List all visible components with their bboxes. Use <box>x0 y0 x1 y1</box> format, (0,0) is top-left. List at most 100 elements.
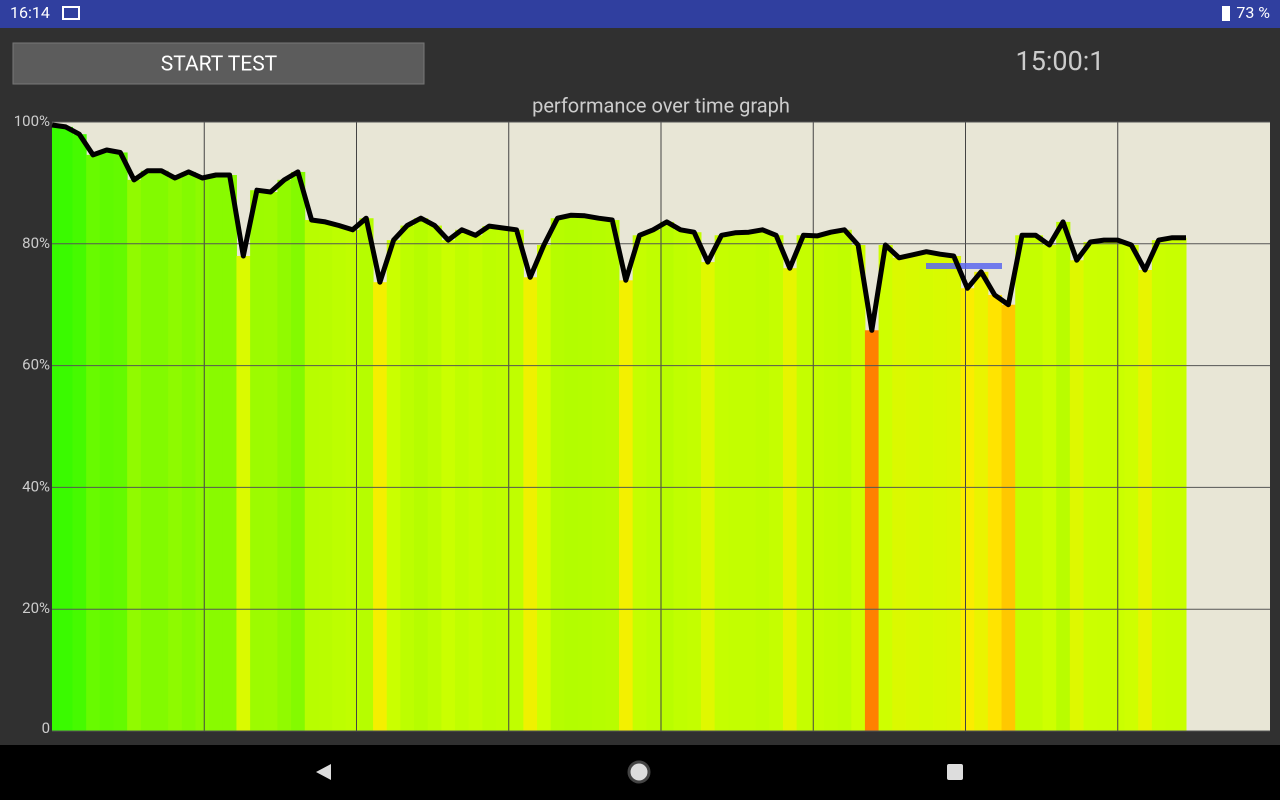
area-band <box>796 235 811 732</box>
y-tick-label: 60% <box>22 356 50 374</box>
start-test-button[interactable] <box>12 42 425 85</box>
area-band <box>1028 235 1044 732</box>
area-band <box>209 174 224 731</box>
battery-icon <box>1222 6 1230 21</box>
area-band <box>946 255 962 732</box>
area-band <box>1165 237 1180 731</box>
area-band <box>1001 304 1016 731</box>
area-band <box>1069 260 1085 731</box>
area-band <box>646 229 661 731</box>
area-band <box>509 229 524 731</box>
home-button[interactable] <box>627 760 651 784</box>
area-band <box>468 235 483 732</box>
area-band <box>700 262 716 731</box>
area-band <box>673 229 688 731</box>
status-bar <box>0 0 1280 28</box>
area-band <box>1124 245 1139 731</box>
area-band <box>277 179 292 732</box>
area-band <box>564 215 579 731</box>
chart-title: performance over time graph <box>532 93 790 117</box>
area-band <box>523 277 538 731</box>
area-band <box>427 225 442 731</box>
area-band <box>810 235 825 731</box>
performance-line <box>51 122 1186 333</box>
area-band <box>823 232 839 731</box>
area-band <box>714 235 729 732</box>
area-band <box>605 220 620 731</box>
area-band <box>537 245 552 731</box>
area-band <box>154 170 169 732</box>
y-tick-label: 80% <box>22 234 50 252</box>
area-band <box>864 330 880 731</box>
area-band <box>1097 240 1112 731</box>
area-band <box>782 268 798 731</box>
mail-icon <box>62 6 80 20</box>
y-tick-label: 100% <box>14 112 50 130</box>
area-band <box>892 257 907 731</box>
area-band <box>168 178 183 731</box>
area-band <box>987 294 1003 731</box>
area-band <box>755 229 770 731</box>
area-band <box>837 229 852 731</box>
area-band <box>291 171 306 732</box>
back-button[interactable] <box>316 764 331 780</box>
timer: 15:00:1 <box>1016 45 1105 77</box>
y-tick-label: 40% <box>22 477 50 495</box>
area-band <box>58 126 73 731</box>
area-band <box>482 226 497 732</box>
area-band <box>455 229 470 731</box>
area-band <box>250 190 265 731</box>
area-band <box>181 171 196 732</box>
area-band <box>400 225 415 731</box>
area-band <box>741 232 757 731</box>
area-band <box>905 254 921 731</box>
area-band <box>960 288 975 731</box>
area-band <box>769 235 784 732</box>
y-tick-label: 20% <box>22 599 50 617</box>
area-band <box>140 170 155 732</box>
area-band <box>496 227 511 731</box>
area-band <box>52 125 60 732</box>
area-band <box>373 282 388 731</box>
area-band <box>632 235 647 732</box>
recents-button[interactable] <box>947 764 963 780</box>
area-band <box>304 220 319 731</box>
area-band <box>86 154 101 732</box>
area-band <box>1179 237 1187 731</box>
area-band <box>222 174 237 731</box>
area-band <box>318 221 333 731</box>
area-band <box>619 280 634 731</box>
area-band <box>933 254 948 731</box>
area-band <box>878 245 893 731</box>
area-band <box>386 240 401 731</box>
area-band <box>113 152 128 731</box>
area-band <box>578 215 593 731</box>
area-band <box>332 225 347 731</box>
marker <box>926 263 1002 269</box>
area-band <box>919 251 934 732</box>
area-band <box>345 229 360 731</box>
area-band <box>414 218 429 732</box>
status-time: 16:14 <box>10 3 50 22</box>
y-tick-label: 0 <box>42 719 50 737</box>
area-band <box>550 218 565 732</box>
area-band <box>263 192 278 731</box>
area-band <box>236 255 251 732</box>
battery-level: 73 % <box>1236 3 1270 22</box>
area-band <box>687 232 702 731</box>
area-band <box>99 150 114 731</box>
button-label[interactable]: START TEST <box>161 53 278 77</box>
area-band <box>1083 241 1098 731</box>
area-band <box>659 221 675 731</box>
area-band <box>1056 221 1071 731</box>
area-band <box>591 218 606 732</box>
area-band <box>851 245 866 731</box>
area-band <box>1151 240 1167 731</box>
area-band <box>359 218 374 732</box>
area-band <box>728 232 743 731</box>
area-band <box>1138 269 1153 731</box>
area-band <box>195 178 210 731</box>
area-band <box>1042 245 1057 731</box>
